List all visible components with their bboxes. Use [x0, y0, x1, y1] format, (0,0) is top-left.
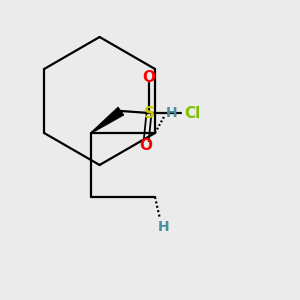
- Text: H: H: [158, 220, 170, 234]
- Polygon shape: [91, 107, 124, 134]
- Text: H: H: [166, 106, 178, 120]
- Text: O: O: [142, 70, 155, 86]
- Text: Cl: Cl: [184, 106, 200, 121]
- Text: O: O: [140, 138, 153, 153]
- Text: S: S: [143, 106, 155, 121]
